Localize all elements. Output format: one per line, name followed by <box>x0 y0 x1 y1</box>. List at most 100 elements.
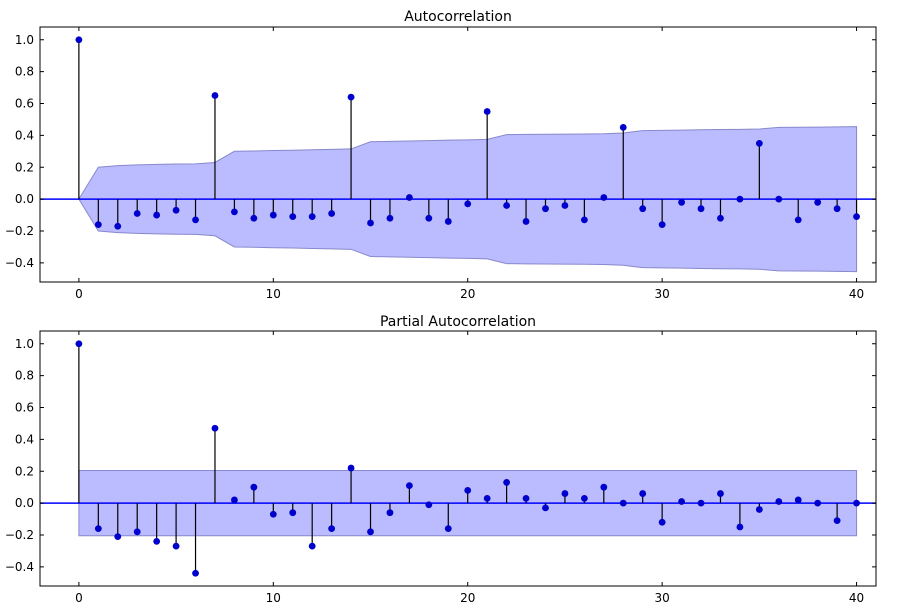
acf-point-lag-26 <box>580 216 588 224</box>
pacf-xtick-label: 40 <box>849 591 864 605</box>
pacf-point-lag-34 <box>736 523 744 531</box>
acf-point-lag-11 <box>289 213 297 221</box>
pacf-point-lag-7 <box>211 424 219 432</box>
acf-point-lag-29 <box>639 205 647 213</box>
pacf-point-lag-4 <box>153 537 161 545</box>
pacf-ytick-label: 0.4 <box>15 432 34 446</box>
acf-point-lag-27 <box>600 194 608 201</box>
acf-point-lag-6 <box>192 216 199 224</box>
pacf-point-lag-30 <box>658 518 666 526</box>
acf-xtick-label: 20 <box>460 287 475 301</box>
acf-xtick-label: 40 <box>849 287 864 301</box>
pacf-ytick-label: 0.0 <box>15 496 34 510</box>
pacf-point-lag-19 <box>444 525 452 533</box>
pacf-point-lag-23 <box>522 494 530 502</box>
acf-point-lag-8 <box>231 208 238 216</box>
pacf-point-lag-40 <box>853 499 860 507</box>
pacf-point-lag-17 <box>405 482 413 489</box>
pacf-point-lag-10 <box>269 510 277 518</box>
pacf-ytick-label: 0.6 <box>15 401 34 415</box>
pacf-point-lag-6 <box>192 569 199 577</box>
acf-xtick-label: 30 <box>654 287 669 301</box>
acf-ytick-label: −0.4 <box>5 256 34 270</box>
pacf-point-lag-20 <box>464 486 472 494</box>
pacf-xtick-label: 10 <box>266 591 281 605</box>
pacf-point-lag-9 <box>250 483 258 491</box>
acf-point-lag-4 <box>153 211 161 219</box>
acf-title: Autocorrelation <box>404 9 512 25</box>
pacf-point-lag-25 <box>561 490 569 497</box>
pacf-point-lag-27 <box>600 483 608 491</box>
acf-ytick-label: 0.0 <box>15 192 34 206</box>
pacf-ytick-label: −0.4 <box>5 560 34 574</box>
acf-axes-frame <box>39 26 877 283</box>
acf-point-lag-1 <box>94 221 102 229</box>
pacf-ytick-label: 1.0 <box>15 337 34 351</box>
acf-point-lag-33 <box>717 214 724 222</box>
acf-ytick-label: 0.8 <box>15 65 34 79</box>
pacf-point-lag-39 <box>833 517 841 525</box>
acf-point-lag-9 <box>250 214 258 222</box>
acf-point-lag-23 <box>522 218 530 225</box>
acf-point-lag-28 <box>619 124 627 131</box>
acf-point-lag-15 <box>367 219 374 227</box>
pacf-ytick-label: 0.8 <box>15 369 34 383</box>
acf-point-lag-24 <box>542 205 549 213</box>
acf-point-lag-17 <box>405 194 413 201</box>
acf-point-lag-3 <box>133 210 141 217</box>
acf-point-lag-40 <box>853 213 860 221</box>
pacf-point-lag-31 <box>678 498 685 505</box>
acf-ytick-label: 0.2 <box>15 160 34 174</box>
pacf-point-lag-38 <box>814 499 822 507</box>
pacf-point-lag-14 <box>347 464 355 472</box>
pacf-point-lag-33 <box>717 490 724 497</box>
pacf-point-lag-1 <box>94 525 102 533</box>
acf-point-lag-20 <box>464 200 472 208</box>
pacf-point-lag-22 <box>503 479 511 486</box>
acf-point-lag-5 <box>172 206 180 214</box>
acf-point-lag-38 <box>814 198 822 206</box>
pacf-xtick-label: 30 <box>654 591 669 605</box>
acf-panel: Autocorrelation 0 10 20 30 40 1.0 0.8 0.6 0.4 0.2… <box>5 9 877 301</box>
acf-point-lag-10 <box>269 211 277 219</box>
pacf-point-lag-36 <box>775 498 783 505</box>
acf-point-lag-39 <box>833 205 841 213</box>
acf-ytick-label: −0.2 <box>5 224 34 238</box>
pacf-point-lag-0 <box>75 340 83 348</box>
pacf-point-lag-18 <box>425 501 433 509</box>
acf-point-lag-37 <box>794 216 802 224</box>
acf-point-lag-25 <box>561 202 569 209</box>
acf-point-lag-14 <box>347 93 355 101</box>
pacf-axes-frame <box>39 330 877 587</box>
acf-point-lag-16 <box>386 214 394 222</box>
pacf-ytick-label: −0.2 <box>5 528 34 542</box>
acf-point-lag-7 <box>211 92 219 99</box>
acf-point-lag-22 <box>503 202 511 209</box>
pacf-point-lag-3 <box>133 528 141 536</box>
acf-ytick-label: 0.4 <box>15 128 34 142</box>
pacf-point-lag-28 <box>619 499 627 507</box>
pacf-xtick-label: 0 <box>75 591 83 605</box>
pacf-point-lag-11 <box>289 509 297 517</box>
acf-ytick-label: 1.0 <box>15 33 34 47</box>
acf-point-lag-35 <box>755 139 763 147</box>
pacf-point-lag-16 <box>386 509 394 517</box>
pacf-point-lag-15 <box>367 528 374 536</box>
pacf-point-lag-8 <box>231 496 238 504</box>
acf-point-lag-21 <box>483 108 491 115</box>
acf-point-lag-36 <box>775 195 783 203</box>
acf-xtick-label: 10 <box>266 287 281 301</box>
pacf-point-lag-35 <box>755 506 763 513</box>
acf-point-lag-13 <box>328 210 336 217</box>
pacf-point-lag-24 <box>542 504 549 512</box>
pacf-panel: Partial Autocorrelation 0 10 20 30 40 1.0 0.8 0… <box>5 314 877 605</box>
pacf-point-lag-26 <box>580 494 588 502</box>
pacf-point-lag-13 <box>328 525 336 533</box>
acf-xtick-label: 0 <box>75 287 83 301</box>
acf-point-lag-2 <box>114 222 122 230</box>
pacf-point-lag-21 <box>483 494 491 502</box>
acf-point-lag-19 <box>444 218 452 225</box>
acf-point-lag-0 <box>75 36 83 44</box>
acf-point-lag-12 <box>308 213 316 221</box>
